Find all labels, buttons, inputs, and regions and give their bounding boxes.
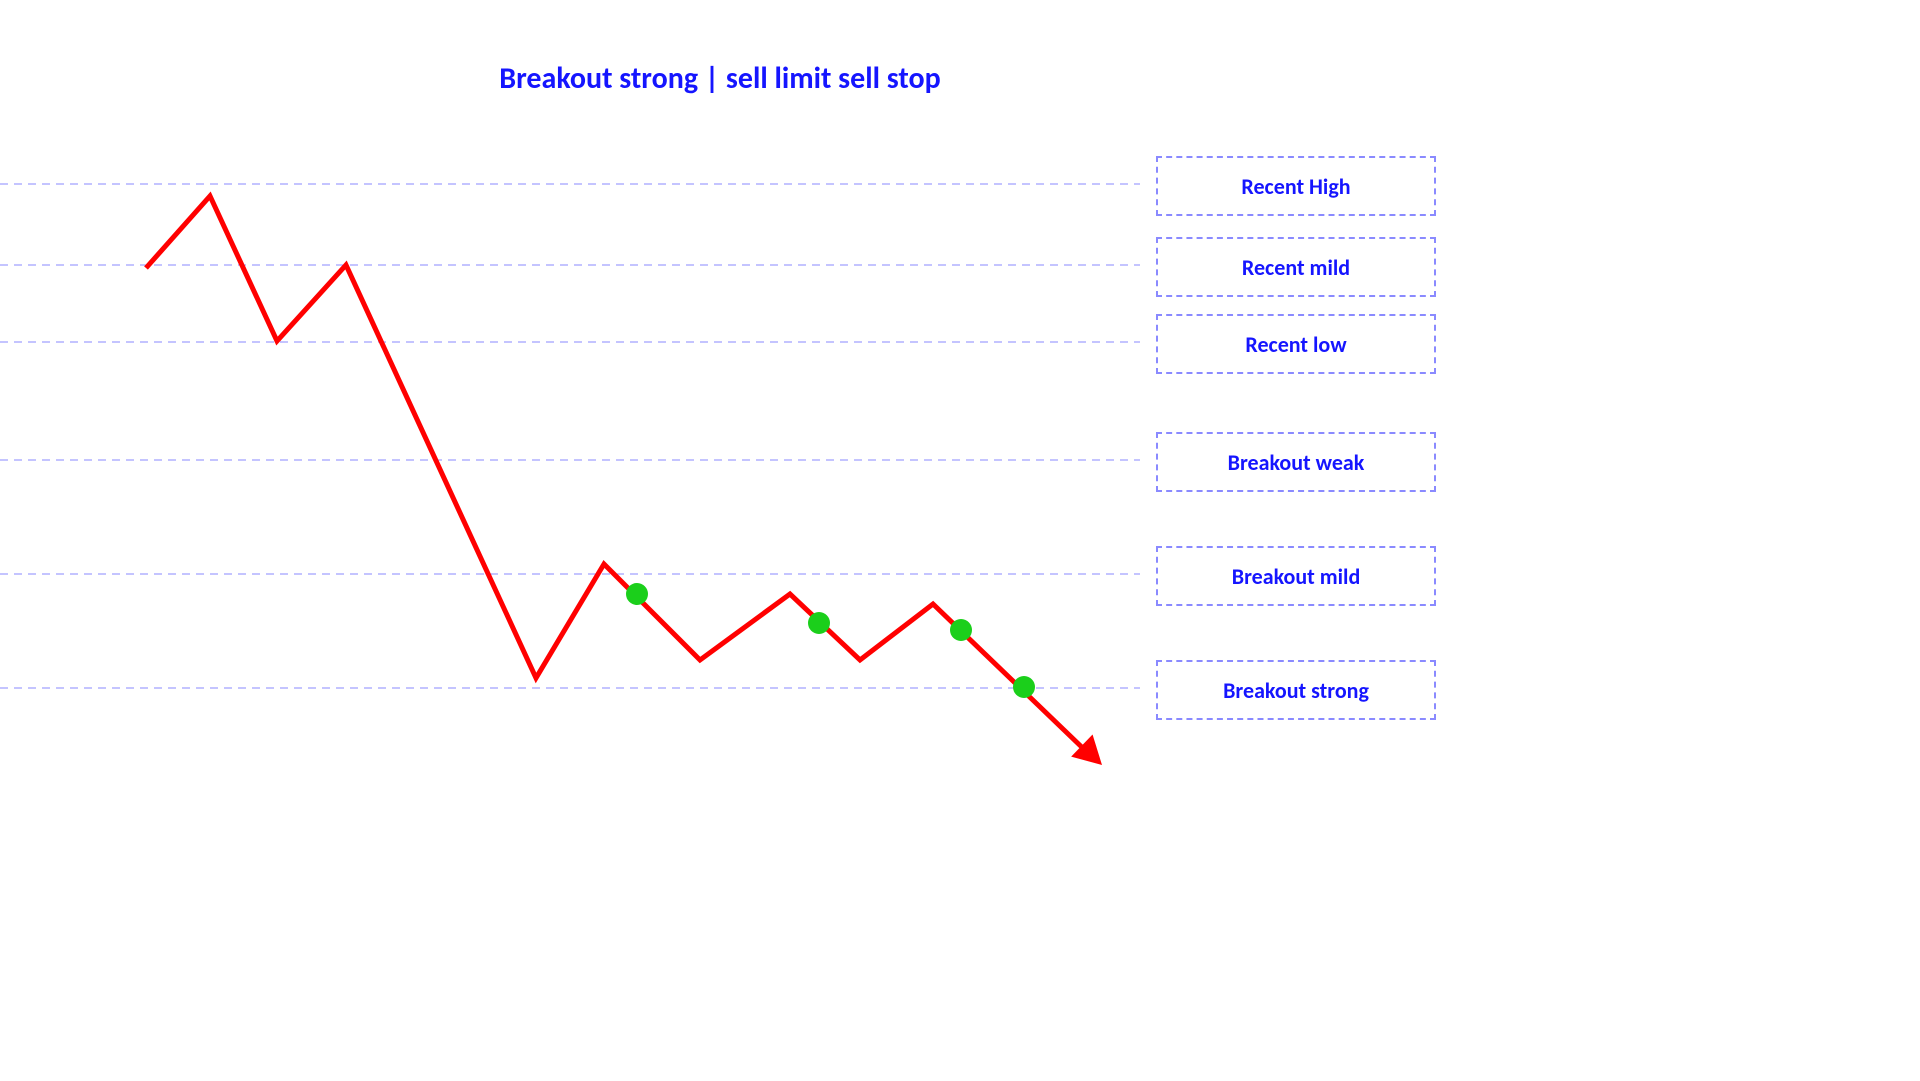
- signal-marker-4: [1013, 676, 1035, 698]
- level-label-text: Breakout mild: [1232, 563, 1361, 590]
- signal-marker-2: [808, 612, 830, 634]
- level-label-text: Recent High: [1241, 173, 1350, 200]
- signal-marker-1: [626, 583, 648, 605]
- level-label-text: Breakout strong: [1223, 677, 1369, 704]
- level-label-recent-high: Recent High: [1156, 156, 1436, 216]
- level-label-text: Recent mild: [1242, 254, 1350, 281]
- price-line: [146, 196, 1090, 755]
- level-label-recent-mild: Recent mild: [1156, 237, 1436, 297]
- price-chart-svg: [0, 0, 1920, 1081]
- level-label-breakout-mild: Breakout mild: [1156, 546, 1436, 606]
- level-label-breakout-weak: Breakout weak: [1156, 432, 1436, 492]
- level-label-recent-low: Recent low: [1156, 314, 1436, 374]
- level-label-text: Breakout weak: [1228, 449, 1365, 476]
- level-label-text: Recent low: [1245, 331, 1346, 358]
- signal-marker-3: [950, 619, 972, 641]
- level-label-breakout-strong: Breakout strong: [1156, 660, 1436, 720]
